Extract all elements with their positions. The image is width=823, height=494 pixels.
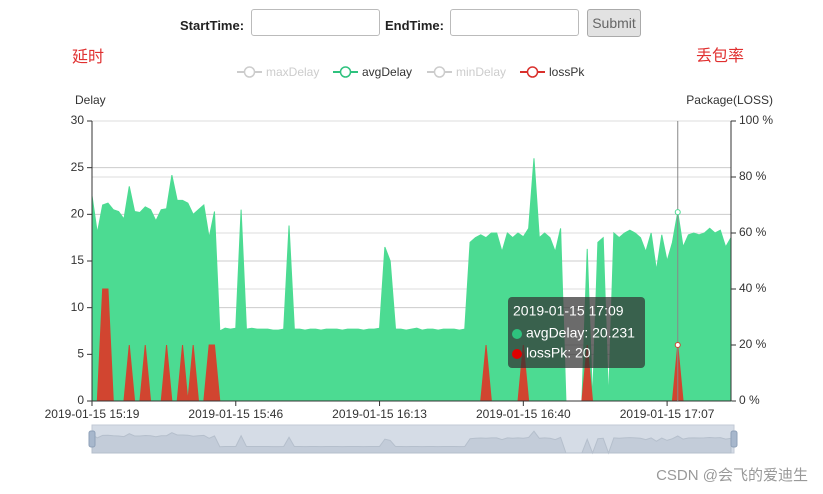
x-tick-label: 2019-01-15 17:07 — [620, 407, 715, 421]
highlight-point — [674, 209, 681, 216]
legend-label: avgDelay — [362, 65, 412, 79]
y-tick-label: 0 — [77, 393, 84, 407]
y2-tick-label: 20 % — [739, 337, 767, 351]
submit-button[interactable]: Submit — [587, 9, 641, 37]
legend-symbol — [243, 66, 256, 78]
left-annotation: 延时 — [72, 48, 104, 66]
x-tick-label: 2019-01-15 15:19 — [45, 407, 140, 421]
highlight-point — [674, 342, 681, 348]
x-tick-label: 2019-01-15 15:46 — [188, 407, 283, 421]
zoom-handle[interactable] — [730, 430, 738, 448]
right-annotation: 丢包率 — [696, 47, 744, 65]
end-label: EndTime: — [385, 18, 444, 33]
legend-label: maxDelay — [266, 65, 319, 79]
legend-label: minDelay — [456, 65, 506, 79]
y2-tick-label: 100 % — [739, 113, 773, 127]
watermark: CSDN @会飞的爱迪生 — [656, 467, 808, 484]
tooltip-row: avgDelay: 20.231 — [526, 325, 635, 341]
legend-symbol — [433, 66, 446, 78]
x-tick-label: 2019-01-15 16:40 — [476, 407, 571, 421]
start-input[interactable] — [251, 9, 380, 36]
tooltip-dot — [512, 349, 522, 359]
query-form: StartTime: EndTime: Submit — [0, 9, 823, 39]
y2-tick-label: 60 % — [739, 225, 767, 239]
y2-axis-label: Package(LOSS) — [686, 93, 773, 107]
y-tick-label: 5 — [77, 347, 84, 361]
y-tick-label: 30 — [71, 113, 85, 127]
end-input[interactable] — [450, 9, 579, 36]
y-tick-label: 25 — [71, 160, 85, 174]
y-tick-label: 10 — [71, 300, 85, 314]
tooltip-dot — [512, 329, 522, 339]
start-label: StartTime: — [180, 18, 245, 33]
tooltip-row: lossPk: 20 — [526, 345, 591, 361]
zoom-preview — [91, 430, 732, 455]
legend-symbol — [526, 66, 539, 78]
x-tick-label: 2019-01-15 16:13 — [332, 407, 427, 421]
tooltip-box — [508, 297, 645, 368]
y-axis-label: Delay — [75, 93, 106, 107]
y2-tick-label: 80 % — [739, 169, 767, 183]
area — [91, 158, 732, 402]
legend-symbol — [339, 66, 352, 78]
y2-tick-label: 0 % — [739, 393, 760, 407]
y2-tick-label: 40 % — [739, 281, 767, 295]
zoom-handle[interactable] — [88, 430, 96, 448]
y-tick-label: 20 — [71, 207, 85, 221]
legend-label: lossPk — [549, 65, 585, 79]
y-tick-label: 15 — [71, 253, 85, 267]
tooltip-title: 2019-01-15 17:09 — [513, 303, 624, 319]
